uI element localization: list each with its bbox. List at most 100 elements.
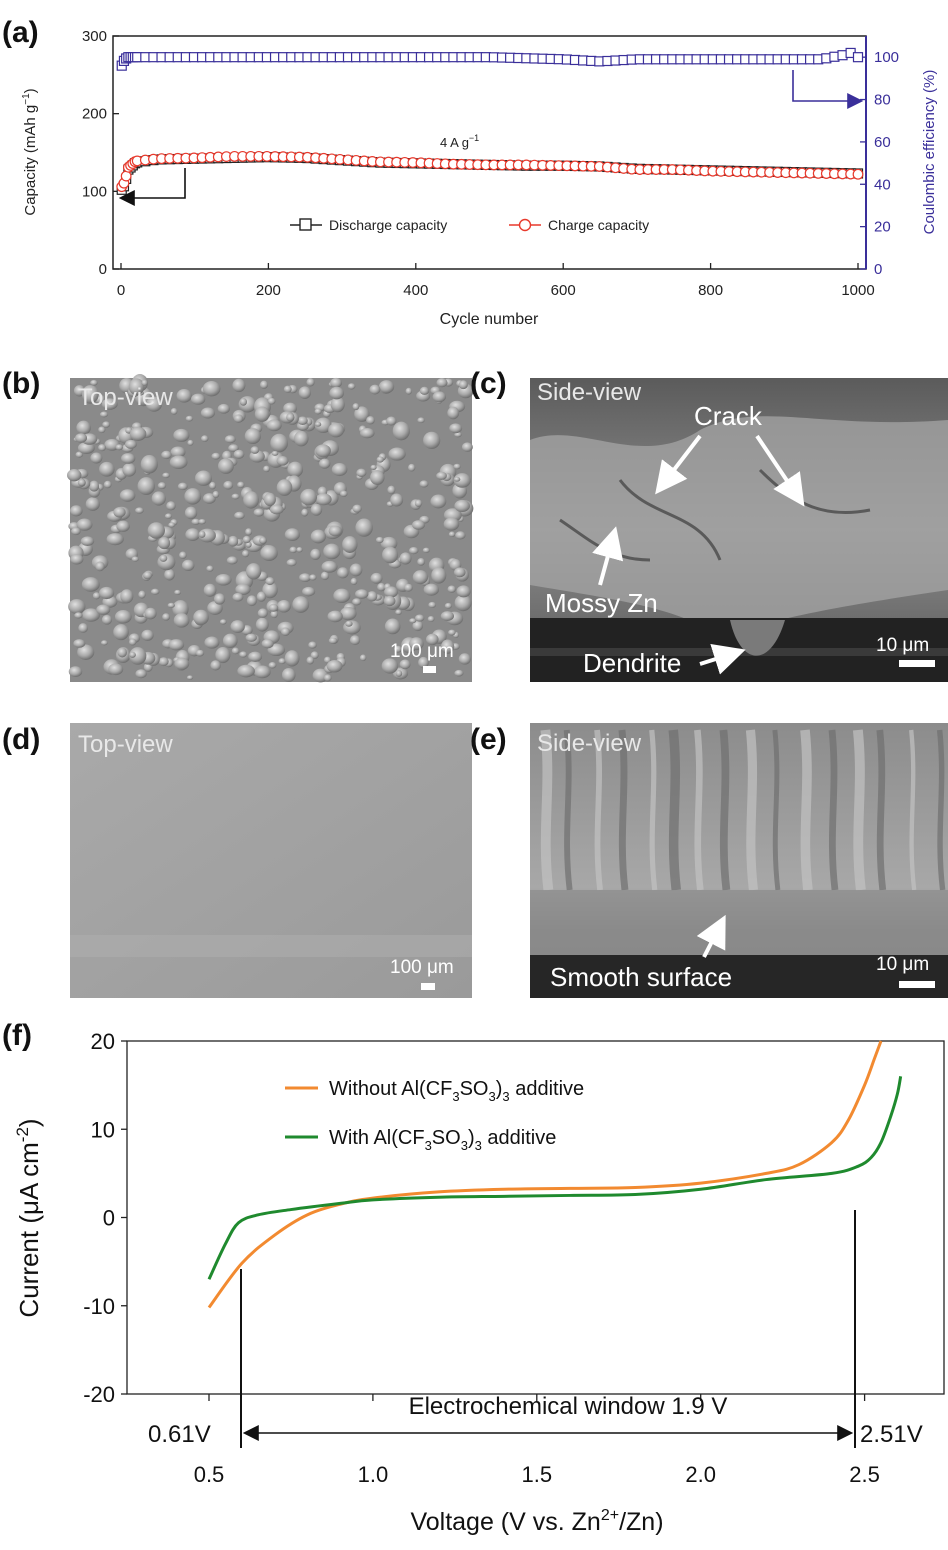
fracture-ridge xyxy=(719,729,731,891)
zn-grain xyxy=(289,546,297,554)
zn-grain xyxy=(268,603,279,612)
zn-grain xyxy=(310,651,319,660)
fracture-ridge xyxy=(649,729,658,891)
zn-grain xyxy=(135,669,147,679)
zn-grain xyxy=(320,571,330,581)
without-additive-curve xyxy=(207,1040,883,1309)
zn-grain xyxy=(242,535,251,544)
zn-grain xyxy=(263,492,276,507)
zn-grain xyxy=(270,433,289,453)
zn-grain xyxy=(108,663,124,676)
zn-grain xyxy=(453,473,471,488)
zn-grain xyxy=(159,554,168,562)
left-axis-indicator-arrow xyxy=(118,168,186,206)
zn-grain xyxy=(271,450,279,456)
zn-grain xyxy=(237,664,255,678)
zn-grain xyxy=(137,477,156,496)
fracture-ridge xyxy=(594,729,603,891)
zn-grain xyxy=(103,480,112,489)
panel-f-xtick-label: 0.5 xyxy=(194,1462,225,1487)
zn-grain xyxy=(425,633,439,646)
zn-grain xyxy=(384,586,399,598)
zn-grain xyxy=(158,536,171,550)
zn-grain xyxy=(388,447,406,461)
zn-grain xyxy=(268,662,277,669)
zn-grain xyxy=(454,431,462,438)
zn-grain xyxy=(176,388,192,403)
zn-grain xyxy=(276,479,293,496)
zn-grain xyxy=(377,582,386,592)
zn-grain xyxy=(422,547,430,553)
zn-grain xyxy=(78,623,88,633)
zn-grain xyxy=(310,503,323,516)
zn-grain xyxy=(164,569,175,581)
zn-grain xyxy=(117,647,127,658)
zn-grain xyxy=(198,530,206,538)
panel-c-scale-bar xyxy=(899,660,935,667)
zn-grain xyxy=(141,379,148,386)
zn-grain xyxy=(384,618,401,635)
left-marker-label: 0.61V xyxy=(148,1421,211,1448)
panel-a-rate-annotation: 4 A g−1 xyxy=(440,133,479,150)
panel-a-y2tick-label: 60 xyxy=(874,134,891,151)
zn-grain xyxy=(92,592,101,600)
zn-grain xyxy=(128,638,137,646)
zn-grain xyxy=(77,442,95,454)
fracture-ridge xyxy=(800,729,813,891)
zn-grain xyxy=(392,421,410,441)
zn-grain xyxy=(164,513,172,519)
zn-grain xyxy=(443,517,460,531)
panel-e-scale-label: 10 μm xyxy=(876,954,929,975)
zn-grain xyxy=(355,518,373,537)
charge-capacity-point xyxy=(852,168,864,180)
zn-grain xyxy=(417,417,425,424)
zn-grain xyxy=(203,583,217,597)
zn-grain xyxy=(297,416,308,425)
zn-grain xyxy=(187,439,194,446)
panel-f-xtick-label: 2.0 xyxy=(685,1462,716,1487)
zn-grain xyxy=(387,485,396,495)
zn-grain xyxy=(337,567,349,579)
zn-grain xyxy=(245,633,257,642)
zn-grain xyxy=(101,614,113,625)
zn-grain xyxy=(195,470,213,486)
zn-grain xyxy=(280,627,290,636)
zn-grain xyxy=(328,422,345,438)
zn-grain xyxy=(412,570,429,585)
zn-grain xyxy=(168,522,176,528)
zn-grain xyxy=(98,426,106,434)
zn-grain xyxy=(143,571,153,580)
zn-grain xyxy=(404,583,413,592)
zn-grain xyxy=(352,504,362,513)
legend-discharge-label: Discharge capacity xyxy=(329,217,447,233)
zn-grain xyxy=(224,435,236,444)
zn-grain xyxy=(237,481,245,489)
zn-grain xyxy=(70,554,84,565)
panel-c-crack-label: Crack xyxy=(694,401,763,431)
zn-grain xyxy=(359,654,367,662)
panel-e-scale-bar xyxy=(899,981,935,988)
panel-a-xtick-label: 200 xyxy=(256,282,281,299)
right-marker-label: 2.51V xyxy=(860,1421,923,1448)
zn-grain xyxy=(408,463,416,472)
zn-grain xyxy=(339,490,348,497)
zn-grain xyxy=(215,646,231,664)
zn-grain xyxy=(309,574,317,581)
zn-grain xyxy=(428,601,437,609)
zn-grain xyxy=(302,586,316,597)
panel-e-smooth-label: Smooth surface xyxy=(550,962,732,992)
fracture-ridge xyxy=(694,729,704,891)
with-additive-curve xyxy=(207,1076,903,1280)
zn-grain xyxy=(140,454,158,474)
zn-grain xyxy=(347,383,356,390)
zn-grain xyxy=(329,386,344,400)
right-axis-indicator-arrow xyxy=(792,70,864,109)
panel-f-ytick-label: 10 xyxy=(91,1117,115,1142)
panel-e-surface-arrow xyxy=(696,914,726,958)
zn-grain xyxy=(151,491,166,506)
zn-grain xyxy=(394,645,402,653)
panel-a-ytick-label: 0 xyxy=(99,261,107,278)
panel-f-letter: (f) xyxy=(2,1019,32,1052)
zn-grain xyxy=(166,501,176,511)
zn-grain xyxy=(81,577,100,592)
